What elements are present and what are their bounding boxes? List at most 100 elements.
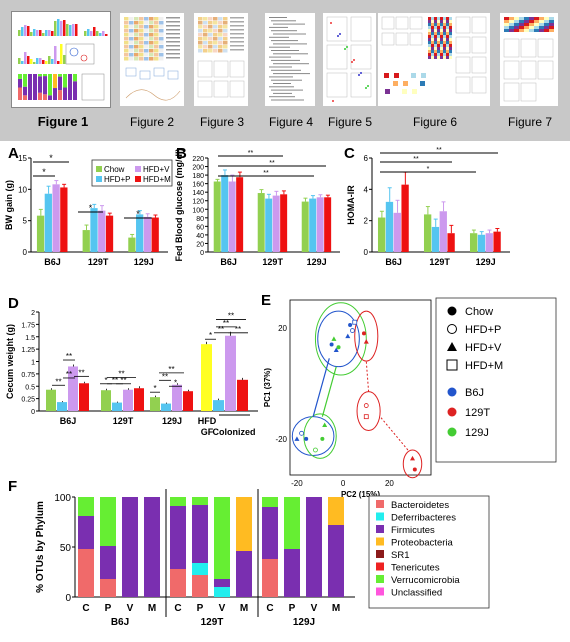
thumbnail-label-figure-7[interactable]: Figure 7 [507,115,553,129]
thumb-heat-cell [434,53,437,56]
thumb-cell [134,21,139,25]
thumb-heat-cell [443,32,446,35]
stack-129J-P-Firmicutes [284,549,300,597]
diet-label: M [148,603,156,614]
thumbnail-label-figure-5[interactable]: Figure 5 [327,115,373,129]
figure-3-thumbnail-preview [197,17,245,98]
thumb-cell [129,45,134,49]
thumb-bar [45,61,48,64]
stack-129T-V-Firmicutes [214,579,230,587]
thumb-heat-cell [449,26,452,29]
data-point [294,436,300,441]
plot-frame [289,299,432,476]
phylum-label-Bacteroidetes: Bacteroidetes [391,500,449,511]
legend-swatch [135,166,141,172]
thumb-bar [21,27,24,36]
thumb-cell [154,37,159,41]
thumb-cell [223,45,228,49]
diet-label: V [127,603,134,614]
thumbnail-figure-6[interactable] [378,13,490,106]
significance-marker: * [427,166,430,173]
thumbnail-label-figure-2[interactable]: Figure 2 [129,115,175,129]
thumb-text-line [273,63,309,65]
thumbnail-label-figure-1[interactable]: Figure 1 [37,114,89,129]
thumb-text-line [271,79,302,81]
thumb-heat-cell [449,29,452,32]
thumb-stack [38,92,42,100]
thumbnail-label-figure-4[interactable]: Figure 4 [268,115,314,129]
thumb-heat-cell [446,47,449,50]
thumb-cell [213,45,218,49]
thumbnail-figure-4[interactable] [265,13,315,106]
y-axis-label: PC1 (37%) [263,368,272,407]
phylum-swatch-Firmicutes [376,525,384,533]
thumb-heat-cell [443,44,446,47]
thumb-cell [154,53,159,57]
thumbnail-label-figure-6[interactable]: Figure 6 [412,115,458,129]
thumb-stack [63,87,67,100]
thumb-dot [365,87,367,89]
bar-B6J-Chow [377,217,386,252]
thumb-stack [38,74,42,77]
thumb-bar [75,24,78,36]
thumb-dot [332,100,334,102]
thumbnail-label-figure-3[interactable]: Figure 3 [199,115,245,129]
thumb-cell [129,57,134,61]
thumb-cell [203,25,208,29]
bar-129T-HFD+M [105,215,114,252]
thumbnail-figure-1[interactable] [12,12,110,107]
stack-129J-M-Firmicutes [328,525,344,597]
y-tick-label: 4 [364,185,369,194]
legend-strain-dot [447,427,457,437]
thumb-stack [73,81,77,100]
thumb-text-line [269,86,294,88]
legend-label: HFD+V [465,342,502,354]
thumb-cell [134,33,139,37]
thumb-cell [134,41,139,45]
bar-B6J-HFD+M [401,184,409,252]
data-point [304,436,309,441]
pca-legend-box [435,297,557,463]
significance-marker: ** [118,369,124,378]
thumb-cell [149,29,154,33]
thumbnail-figure-3[interactable] [194,13,248,106]
thumb-cell [144,45,149,49]
thumb-heat-cell [428,47,431,50]
thumb-mini-plot [503,82,520,102]
thumb-stack [33,74,37,100]
thumb-dot [346,46,348,48]
thumb-heat-cell [434,56,437,59]
stack-129J-C-Verrucomicrobia [262,497,278,507]
thumbnail-figure-7[interactable] [500,13,558,106]
stack-B6J-C-Firmicutes [78,516,94,549]
thumbnail-figure-5[interactable] [323,13,376,106]
thumb-cell [134,37,139,41]
bar-129T-Chow [423,214,432,252]
thumb-cell [208,41,213,45]
bar-129T-HFD+P [90,208,98,252]
thumb-text-line [271,59,300,61]
thumb-heat-cell [428,17,431,20]
thumb-heat-cell [529,23,534,26]
legend-label: 129T [465,407,490,419]
category-label-129T: 129T [88,257,109,267]
legend-strain-dot [447,387,457,397]
thumb-cell [218,45,223,49]
thumb-heat-cell [544,23,549,26]
legend-label: HFD+P [465,324,501,336]
y-axis-label: Fed Blood glucose (mg/dl) [174,149,184,262]
y-tick-label: 180 [192,173,204,180]
thumb-cell [159,17,164,21]
thumb-cell [213,25,218,29]
category-label-B6J: B6J [44,257,61,267]
bar-B6J-HFD+V [393,212,401,252]
legend-swatch [96,166,102,172]
thumb-cell [223,33,228,37]
stack-129T-P-Bacteroidetes [192,575,208,597]
thumb-bar [72,24,75,36]
thumb-heat-cell [509,20,514,23]
thumb-cell [223,17,228,21]
thumbnail-figure-2[interactable] [120,13,184,106]
thumb-text-line [230,29,244,31]
thumb-cell [218,41,223,45]
